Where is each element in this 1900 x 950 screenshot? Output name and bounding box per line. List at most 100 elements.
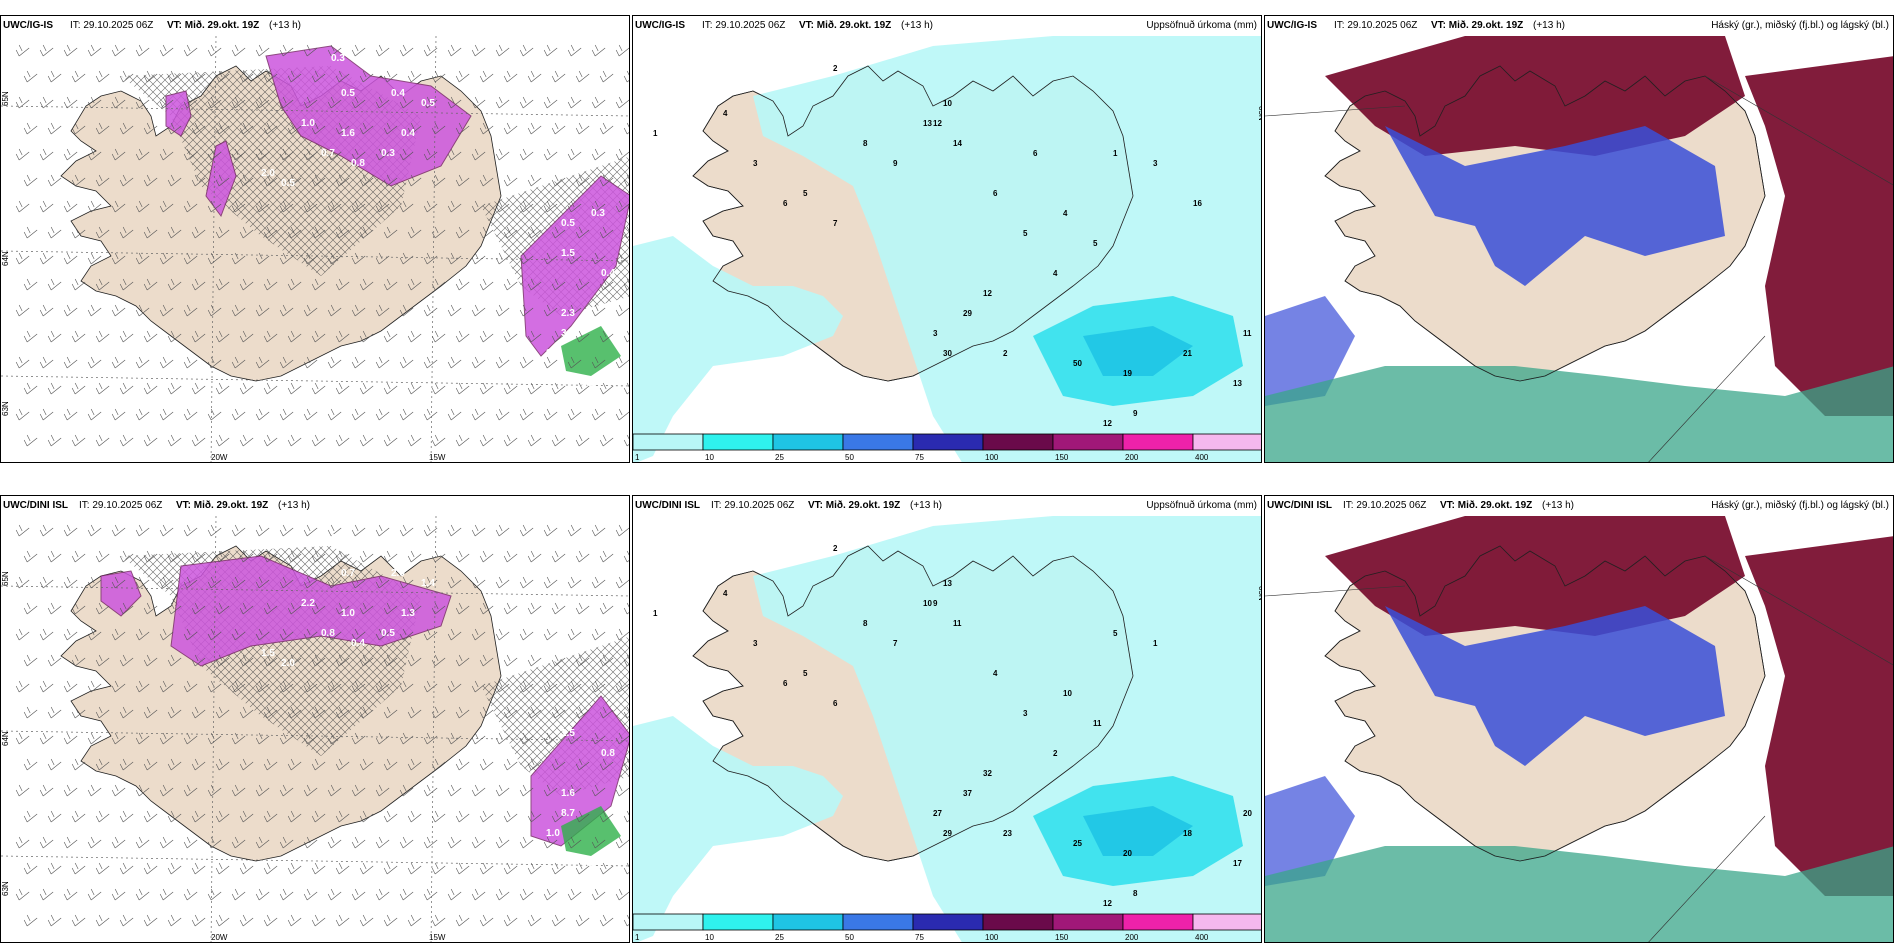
map-cloud[interactable] (1265, 516, 1894, 943)
wind-barb (527, 654, 542, 667)
wind-barb (63, 628, 78, 641)
wind-barb (311, 70, 326, 83)
wind-barb (455, 434, 470, 447)
wind-barb (567, 44, 582, 57)
wind-barb (543, 628, 558, 641)
wind-barb (279, 408, 294, 421)
precip-value-label: 0.8 (601, 748, 615, 759)
wind-barb (167, 862, 182, 875)
wind-barb (383, 758, 398, 771)
wind-barb (503, 434, 518, 447)
wind-barb (567, 148, 582, 161)
map-precip[interactable]: 1243610131412895765432122930501921131191… (633, 36, 1262, 463)
wind-barb (567, 524, 582, 537)
lat-label: 65N (1, 571, 10, 586)
wind-barb (23, 602, 38, 615)
wind-barb (167, 122, 182, 135)
wind-barb (327, 680, 342, 693)
wind-barb (399, 408, 414, 421)
wind-barb (71, 706, 86, 719)
wind-barb (95, 70, 110, 83)
wind-barb (15, 680, 30, 693)
wind-barb (407, 226, 422, 239)
wind-barb (23, 70, 38, 83)
wind-barb (255, 200, 270, 213)
panel-title: Uppsöfnuð úrkoma (mm) (1146, 500, 1257, 511)
wind-barb (119, 758, 134, 771)
wind-barb (63, 200, 78, 213)
panel-header: UWC/DINI ISL IT: 29.10.2025 06Z VT: Mið.… (1, 496, 629, 516)
wind-barb (431, 914, 446, 927)
wind-barb (111, 408, 126, 421)
panel-title: Uppsöfnuð úrkoma (mm) (1146, 20, 1257, 31)
map-wind[interactable]: 65N 64N 63N 20W 15W 0.2 0.7 2.9 2.2 1.0 0.8 1.5 2.0 0… (1, 516, 630, 943)
wind-barb (615, 44, 629, 57)
wind-barb (287, 226, 302, 239)
wind-barb (423, 252, 438, 265)
precip-amount-label: 19 (1123, 369, 1132, 378)
wind-barb (239, 382, 254, 395)
wind-barb (375, 200, 390, 213)
wind-barb (423, 888, 438, 901)
wind-barb (303, 680, 318, 693)
wind-barb (279, 680, 294, 693)
wind-barb (407, 550, 422, 563)
wind-barb (239, 602, 254, 615)
wind-barb (399, 628, 414, 641)
wind-barb (335, 810, 350, 823)
wind-barb (623, 434, 629, 447)
precip-amount-label: 10 (923, 599, 932, 608)
wind-barb (623, 706, 629, 719)
coastline (1324, 65, 1766, 382)
map-cloud[interactable] (1265, 36, 1894, 463)
precip-amount-label: 20 (1243, 809, 1252, 818)
wind-barb (167, 758, 182, 771)
precip-value-label: 1.6 (561, 788, 575, 799)
precip-amount-label: 3 (1023, 709, 1028, 718)
wind-barb (351, 836, 366, 849)
wind-barb (327, 356, 342, 369)
precip-amount-label: 6 (833, 699, 838, 708)
lead-time: (+13 h) (910, 500, 942, 511)
wind-barb (423, 784, 438, 797)
wind-barbs (15, 44, 629, 447)
wind-barb (327, 524, 342, 537)
wind-barb (303, 148, 318, 161)
wind-barb (551, 434, 566, 447)
wind-barb (599, 278, 614, 291)
map-precip[interactable]: 1243613101198756432272332372925201817208… (633, 516, 1262, 943)
wind-barb (207, 304, 222, 317)
wind-barb (311, 706, 326, 719)
wind-barb (23, 810, 38, 823)
colorbar-swatch (633, 913, 704, 931)
wind-barb (135, 304, 150, 317)
map-wind[interactable]: 65N 64N 63N 20W 15W 0.3 0.5 0.4 1.0 1.6 0.7 2.0 0.5 0… (1, 36, 630, 463)
wind-barb (455, 278, 470, 291)
colorbar-tick: 25 (775, 453, 784, 462)
grid-line (1, 105, 629, 117)
wind-barb (327, 888, 342, 901)
wind-barb (287, 174, 302, 187)
wind-barb (471, 252, 486, 265)
wind-barb (95, 550, 110, 563)
wind-barb (15, 576, 30, 589)
precip-amount-label: 3 (1153, 159, 1158, 168)
wind-barb (207, 628, 222, 641)
high-cloud (1325, 516, 1745, 636)
wind-barb (375, 408, 390, 421)
wind-barb (455, 602, 470, 615)
precip-amount-label: 3 (753, 639, 758, 648)
wind-barb (39, 408, 54, 421)
wind-barb (215, 758, 230, 771)
wind-barb (471, 680, 486, 693)
wind-barb (383, 862, 398, 875)
wind-barb (159, 784, 174, 797)
wind-barb (447, 836, 462, 849)
wind-barb (15, 888, 30, 901)
wind-barb (479, 550, 494, 563)
lon-label: 15W (429, 933, 446, 942)
wind-barb (39, 200, 54, 213)
wind-barb (351, 628, 366, 641)
lead-time: (+13 h) (1533, 20, 1565, 31)
wind-barb (479, 810, 494, 823)
